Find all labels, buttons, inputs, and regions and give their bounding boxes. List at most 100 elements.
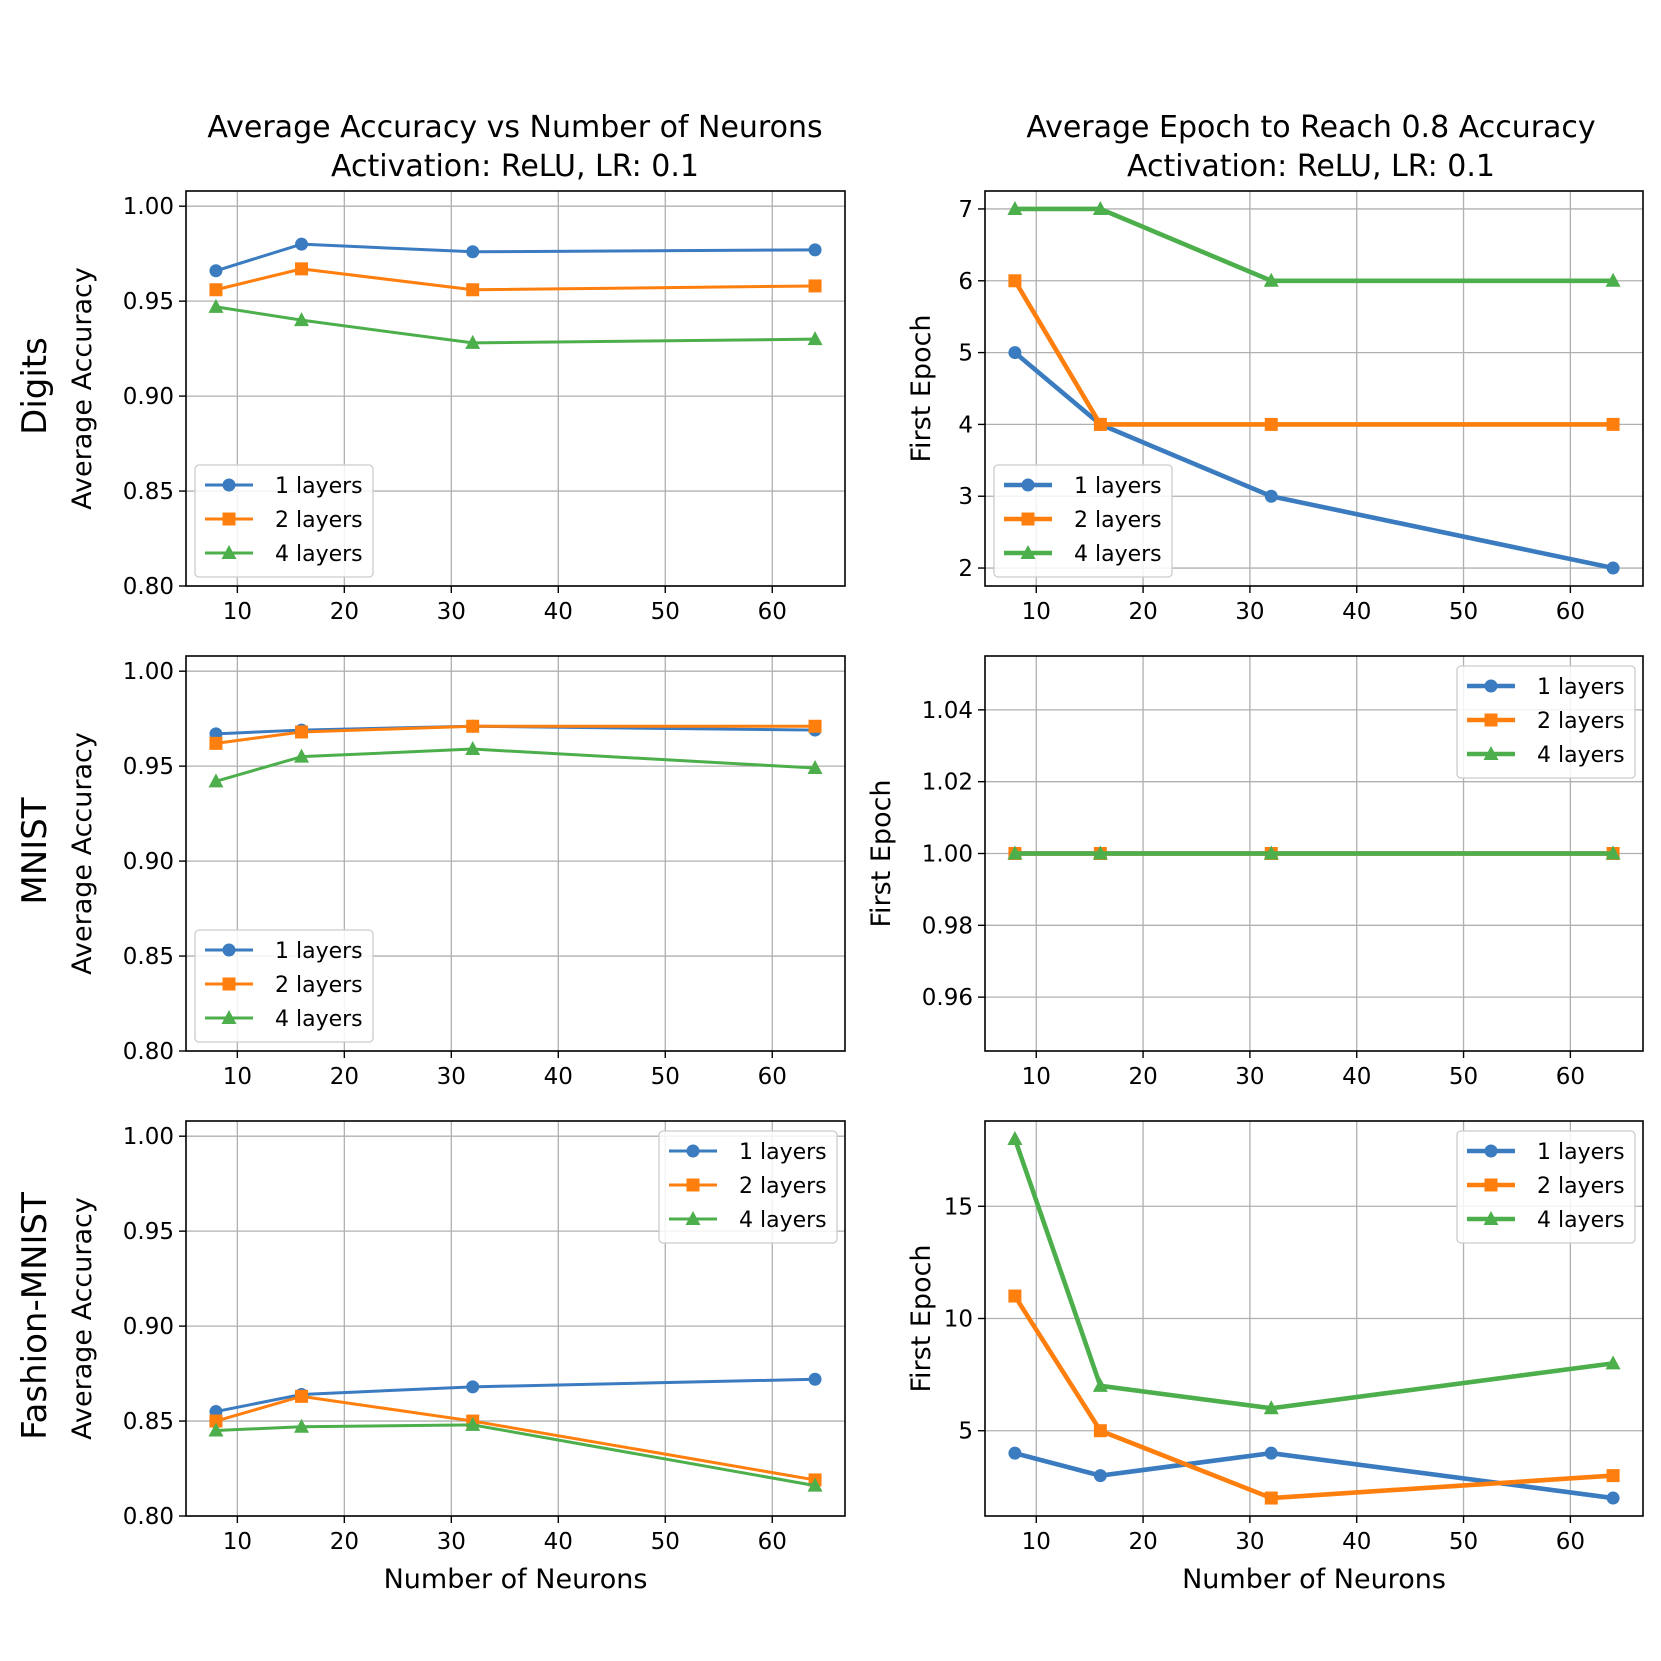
data-point-4-layers bbox=[807, 760, 823, 775]
x-tick-label: 60 bbox=[1556, 599, 1585, 625]
y-tick-label: 5 bbox=[958, 1419, 973, 1445]
y-tick-label: 0.98 bbox=[922, 913, 973, 939]
legend-label-1-layers: 1 layers bbox=[739, 1140, 827, 1165]
x-tick-label: 50 bbox=[651, 1064, 680, 1090]
x-tick-label: 10 bbox=[223, 1529, 252, 1555]
plot-frame bbox=[185, 190, 846, 587]
data-point-2-layers bbox=[209, 283, 223, 297]
plot-frame bbox=[185, 655, 846, 1052]
data-point-1-layers bbox=[295, 237, 309, 251]
y-tick-label: 0.80 bbox=[123, 1039, 174, 1065]
data-point-4-layers bbox=[465, 334, 481, 349]
data-point-1-layers bbox=[808, 1372, 822, 1386]
data-point-1-layers bbox=[1606, 561, 1620, 575]
data-point-4-layers bbox=[294, 748, 310, 763]
legend-label-4-layers: 4 layers bbox=[1537, 743, 1625, 768]
legend-label-4-layers: 4 layers bbox=[1537, 1208, 1625, 1233]
series-line-1-layers bbox=[215, 242, 816, 273]
x-tick-label: 10 bbox=[1022, 1529, 1051, 1555]
data-point-2-layers bbox=[808, 719, 822, 733]
data-point-4-layers bbox=[1263, 845, 1279, 860]
panel-fashion-accuracy: 10 20 30 40 50 60 0.80 0.85 0.90 0.95 1.00 Average … bbox=[67, 1120, 846, 1595]
series-line-1-layers bbox=[1013, 350, 1614, 571]
data-point-1-layers bbox=[808, 243, 822, 257]
y-axis-label: Average Accuracy bbox=[67, 732, 98, 975]
data-point-4-layers bbox=[1605, 1355, 1621, 1370]
x-tick-label: 20 bbox=[1128, 1529, 1157, 1555]
plot-frame bbox=[984, 1120, 1644, 1517]
legend-box bbox=[1456, 1130, 1636, 1244]
legend-label-2-layers: 2 layers bbox=[275, 973, 363, 998]
series-line-4-layers bbox=[1014, 206, 1614, 284]
y-axis-label: First Epoch bbox=[906, 1244, 937, 1392]
legend-label-2-layers: 2 layers bbox=[1537, 1174, 1625, 1199]
data-point-4-layers bbox=[294, 312, 310, 327]
x-tick-label: 60 bbox=[758, 1064, 787, 1090]
data-point-2-layers bbox=[209, 736, 223, 750]
x-tick-label: 30 bbox=[437, 1064, 466, 1090]
x-tick-label: 60 bbox=[1556, 1064, 1585, 1090]
y-tick-label: 1.02 bbox=[922, 770, 973, 796]
plot-frame bbox=[984, 655, 1644, 1052]
data-point-4-layers bbox=[1007, 845, 1023, 860]
y-tick-label: 0.95 bbox=[123, 1219, 174, 1245]
legend-marker-1-layers bbox=[222, 478, 236, 492]
data-point-4-layers bbox=[1605, 845, 1621, 860]
y-tick-label: 6 bbox=[958, 269, 973, 295]
x-tick-label: 20 bbox=[330, 1529, 359, 1555]
panel-mnist-epoch: 10 20 30 40 50 60 0.96 0.98 1.00 1.02 1.04 First Ep… bbox=[866, 655, 1644, 1090]
legend-marker-4-layers bbox=[685, 1211, 701, 1225]
series-line-2-layers bbox=[1012, 279, 1614, 427]
panel-digits-accuracy: 10 20 30 40 50 60 0.80 0.85 0.90 0.95 1.00 Average … bbox=[67, 190, 846, 625]
y-tick-label: 0.85 bbox=[123, 1409, 174, 1435]
legend: 1 layers 2 layers 4 layers bbox=[1456, 665, 1636, 779]
y-tick-label: 4 bbox=[958, 412, 973, 438]
data-point-4-layers bbox=[807, 1477, 823, 1492]
legend: 1 layers 2 layers 4 layers bbox=[993, 464, 1173, 578]
panel-mnist-accuracy: 10 20 30 40 50 60 0.80 0.85 0.90 0.95 1.00 Average … bbox=[67, 655, 846, 1090]
y-tick-label: 0.85 bbox=[123, 944, 174, 970]
x-axis-label: Number of Neurons bbox=[1182, 1564, 1446, 1595]
data-point-2-layers bbox=[1008, 1289, 1022, 1303]
series-line-4-layers bbox=[215, 747, 816, 783]
panel-fashion-epoch: 10 20 30 40 50 60 5 10 15 First Epoch Number of Ne… bbox=[906, 1120, 1644, 1595]
x-tick-label: 10 bbox=[1022, 1064, 1051, 1090]
data-point-4-layers bbox=[1092, 1377, 1108, 1392]
x-tick-label: 40 bbox=[1342, 1529, 1371, 1555]
x-tick-label: 10 bbox=[223, 1064, 252, 1090]
plot-frame bbox=[185, 1120, 846, 1517]
x-tick-label: 60 bbox=[1556, 1529, 1585, 1555]
x-axis-label: Number of Neurons bbox=[384, 1564, 648, 1595]
y-tick-label: 0.96 bbox=[922, 985, 973, 1011]
x-tick-label: 50 bbox=[1449, 1529, 1478, 1555]
x-tick-label: 60 bbox=[758, 1529, 787, 1555]
x-tick-label: 20 bbox=[330, 1064, 359, 1090]
legend-marker-2-layers bbox=[1021, 512, 1035, 526]
x-tick-label: 30 bbox=[437, 1529, 466, 1555]
legend-box bbox=[1456, 665, 1636, 779]
x-tick-label: 20 bbox=[1128, 599, 1157, 625]
data-point-2-layers bbox=[1008, 274, 1022, 288]
legend-box bbox=[658, 1130, 838, 1244]
data-point-4-layers bbox=[465, 741, 481, 756]
legend-marker-2-layers bbox=[686, 1178, 700, 1192]
legend-box bbox=[194, 464, 374, 578]
legend: 1 layers 2 layers 4 layers bbox=[1456, 1130, 1636, 1244]
y-tick-label: 0.95 bbox=[123, 754, 174, 780]
column-title-left-line1: Average Accuracy vs Number of Neurons bbox=[207, 110, 822, 145]
y-tick-label: 0.80 bbox=[123, 574, 174, 600]
series-layer bbox=[208, 237, 823, 349]
legend-marker-1-layers bbox=[1021, 478, 1035, 492]
data-point-2-layers bbox=[209, 1414, 223, 1428]
legend-label-1-layers: 1 layers bbox=[1537, 1140, 1625, 1165]
series-line-2-layers bbox=[215, 267, 816, 292]
data-point-1-layers bbox=[209, 264, 223, 278]
x-tick-label: 20 bbox=[330, 599, 359, 625]
x-tick-label: 40 bbox=[544, 1529, 573, 1555]
x-tick-label: 30 bbox=[437, 599, 466, 625]
legend: 1 layers 2 layers 4 layers bbox=[658, 1130, 838, 1244]
legend-marker-1-layers bbox=[686, 1144, 700, 1158]
column-title-right-line2: Activation: ReLU, LR: 0.1 bbox=[1127, 149, 1495, 184]
y-tick-label: 0.95 bbox=[123, 289, 174, 315]
y-tick-label: 1.00 bbox=[123, 194, 174, 220]
